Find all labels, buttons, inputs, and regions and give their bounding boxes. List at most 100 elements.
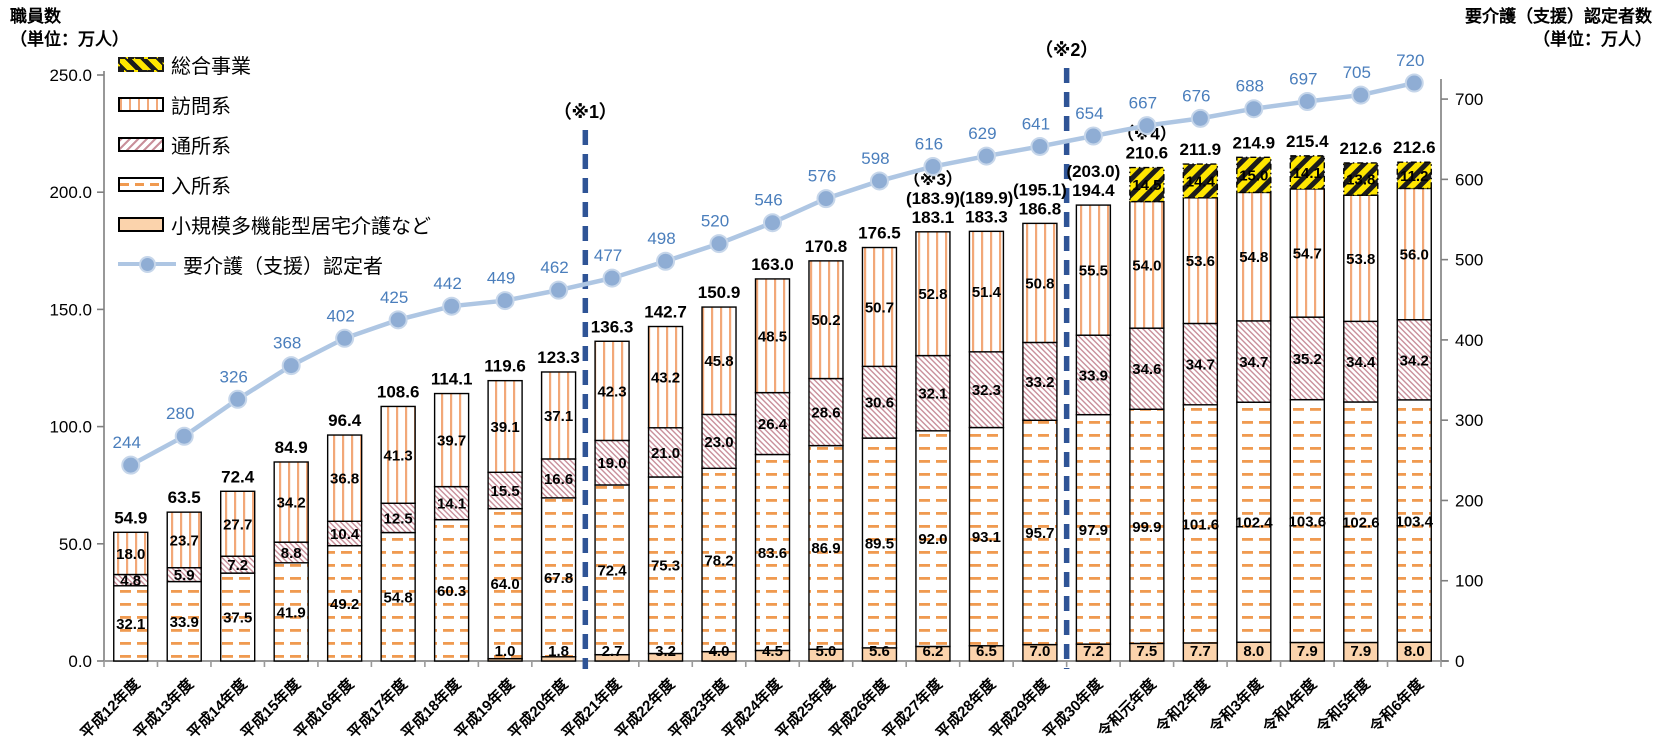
line-marker	[1297, 91, 1317, 111]
bar-segment-tsusho-kei	[326, 520, 363, 547]
bar-segment-tsusho-kei	[1396, 319, 1432, 401]
segment-value-nyusho-kei: 72.4	[597, 562, 627, 579]
line-value-label: 697	[1289, 69, 1317, 88]
segment-labels: 32.1 4.8 18.0 33.9 5.9 23.7 37.5 7.2 27.7 41.9 8.8…	[116, 165, 1434, 660]
line-marker	[923, 157, 943, 177]
segment-value-shokibo-takino: 6.5	[976, 643, 997, 660]
x-axis-label: 令和5年度	[1313, 674, 1375, 736]
line-value-label: 598	[861, 149, 889, 168]
segment-value-tsusho-kei: 34.6	[1132, 361, 1161, 378]
bar-segment-homon-kei	[594, 340, 630, 442]
right-axis-tick-label: 100	[1455, 572, 1483, 591]
line-value-label: 280	[166, 404, 194, 423]
segment-value-nyusho-kei: 97.9	[1079, 522, 1108, 539]
line-marker	[1137, 116, 1157, 136]
segment-value-shokibo-takino: 7.9	[1350, 643, 1371, 660]
line-marker	[976, 146, 996, 166]
line-value-labels: 244 280 326 368 402 425 442 449 462 477 498 520 546 5…	[113, 51, 1425, 452]
segment-value-tsusho-kei: 23.0	[704, 434, 733, 451]
bar-segment-tsusho-kei	[1289, 316, 1326, 401]
bar-total-label: 176.5	[858, 224, 901, 243]
segment-value-tsusho-kei: 32.3	[972, 382, 1001, 399]
segment-value-sogo-jigyo: 14.1	[1293, 165, 1322, 182]
segment-value-tsusho-kei: 8.8	[281, 545, 302, 562]
bar-segment-homon-kei	[1075, 204, 1112, 336]
line-value-label: 442	[433, 274, 461, 293]
x-axis-label: 令和2年度	[1152, 674, 1214, 736]
line-marker	[335, 328, 355, 348]
bar-segment-nyusho-kei	[1182, 404, 1219, 644]
segment-value-nyusho-kei: 37.5	[223, 610, 252, 627]
bar-segment-homon-kei	[1343, 194, 1379, 323]
left-axis-title-line2: （単位：万人）	[10, 29, 129, 49]
line-marker	[174, 426, 194, 446]
segment-value-tsusho-kei: 14.1	[437, 496, 466, 513]
segment-value-tsusho-kei: 28.6	[811, 405, 840, 422]
segment-value-tsusho-kei: 5.9	[174, 567, 195, 584]
right-axis-tick-label: 700	[1455, 90, 1483, 109]
bar-total-label: 212.6	[1393, 138, 1436, 157]
segment-value-nyusho-kei: 78.2	[704, 552, 733, 569]
bar-segment-homon-kei	[647, 325, 684, 429]
segment-value-shokibo-takino: 1.8	[548, 643, 569, 660]
shokibo-takino-swatch-icon	[118, 216, 164, 232]
bar-segment-homon-kei	[915, 231, 951, 357]
bar-segment-nyusho-kei	[754, 453, 791, 652]
segment-value-shokibo-takino: 6.2	[923, 643, 944, 660]
line-value-label: 368	[273, 334, 301, 353]
bar-segment-homon-kei	[861, 246, 898, 368]
line-value-label: 546	[754, 191, 782, 210]
left-axis-tick-label: 0.0	[68, 652, 92, 671]
segment-value-sogo-jigyo: 15.0	[1239, 167, 1268, 184]
bar-segment-homon-kei	[808, 260, 844, 380]
segment-value-shokibo-takino: 5.0	[816, 643, 837, 660]
line-value-label: 616	[915, 135, 943, 154]
line-markers	[121, 73, 1424, 475]
segment-value-nyusho-kei: 49.2	[330, 596, 359, 613]
segment-value-shokibo-takino: 8.0	[1404, 643, 1425, 660]
bar-segment-sogo-jigyo	[1236, 156, 1272, 194]
legend-item-tsusho-kei: 通所系	[118, 124, 431, 164]
bar-total-label: 136.3	[591, 317, 634, 336]
segment-value-tsusho-kei: 34.7	[1239, 354, 1268, 371]
segment-value-nyusho-kei: 102.4	[1235, 515, 1273, 532]
segment-value-tsusho-kei: 21.0	[651, 445, 680, 462]
bar-segment-tsusho-kei	[433, 485, 470, 521]
line-value-label: 629	[968, 124, 996, 143]
bar-segment-homon-kei	[219, 490, 256, 557]
line-value-label: 498	[647, 229, 675, 248]
bar-segment-tsusho-kei	[647, 427, 684, 478]
segment-value-homon-kei: 41.3	[384, 447, 413, 464]
segment-value-homon-kei: 42.3	[597, 383, 626, 400]
bar-segment-homon-kei	[166, 511, 202, 569]
segment-value-tsusho-kei: 34.7	[1186, 357, 1215, 374]
segment-value-nyusho-kei: 92.0	[918, 531, 947, 548]
legend-label: 小規模多機能型居宅介護など	[171, 215, 431, 238]
segment-value-tsusho-kei: 32.1	[918, 386, 947, 403]
line-marker	[709, 234, 729, 254]
line-marker	[869, 171, 889, 191]
segment-value-homon-kei: 36.8	[330, 471, 359, 488]
segment-value-shokibo-takino: 1.0	[495, 643, 516, 660]
legend-label: 要介護（支援）認定者	[183, 255, 383, 278]
line-marker	[228, 389, 248, 409]
segment-value-nyusho-kei: 89.5	[865, 535, 894, 552]
bar-segment-tsusho-kei	[1075, 334, 1112, 416]
sogo-jigyo-swatch-icon	[118, 56, 164, 72]
right-axis-title: 要介護（支援）認定者数 （単位：万人）	[1465, 6, 1652, 52]
line-marker	[1083, 126, 1103, 146]
segment-value-nyusho-kei: 102.6	[1342, 515, 1380, 532]
line-marker	[1244, 99, 1264, 119]
segment-value-tsusho-kei: 19.0	[597, 455, 626, 472]
bar-segment-nyusho-kei	[1289, 398, 1326, 644]
bar-segment-nyusho-kei	[701, 467, 737, 653]
legend-item-sogo-jigyo: 総合事業	[118, 44, 431, 84]
bar-segment-homon-kei	[1396, 187, 1432, 321]
segment-value-shokibo-takino: 7.7	[1190, 643, 1211, 660]
bar-total-label: (189.9)	[959, 188, 1013, 207]
segment-value-shokibo-takino: 4.5	[762, 643, 783, 660]
line-marker	[602, 268, 622, 288]
legend-label: 入所系	[171, 175, 231, 198]
right-axis-title-line2: （単位：万人）	[1533, 29, 1652, 49]
bar-segment-nyusho-kei	[326, 544, 363, 662]
